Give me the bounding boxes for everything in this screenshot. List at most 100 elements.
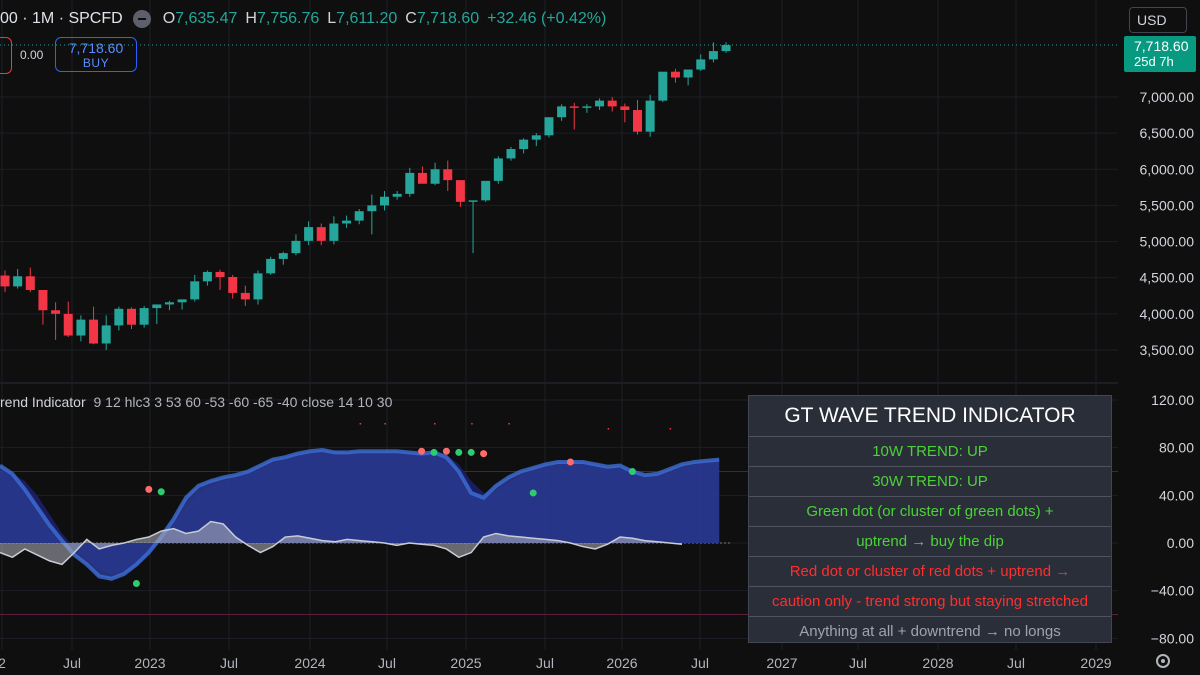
signal-dot-red[interactable] xyxy=(145,485,153,493)
candle-body xyxy=(696,59,706,70)
x-tick-label: Jul xyxy=(849,655,867,671)
candle-body xyxy=(228,276,238,293)
candle[interactable] xyxy=(278,251,288,265)
candle[interactable] xyxy=(190,274,200,302)
candle-body xyxy=(544,117,554,136)
candle[interactable] xyxy=(316,223,326,246)
candle[interactable] xyxy=(582,104,592,113)
candle[interactable] xyxy=(51,302,61,340)
open-value: 7,635.47 xyxy=(175,10,238,27)
buy-button[interactable]: 7,718.60 BUY xyxy=(55,37,137,72)
candle[interactable] xyxy=(392,190,402,200)
indicator-legend[interactable]: rend Indicator 9 12 hlc3 3 53 60 -53 -60… xyxy=(0,394,392,410)
settings-gear-icon[interactable] xyxy=(1156,654,1170,668)
signal-dot-green[interactable] xyxy=(132,580,140,588)
candle[interactable] xyxy=(506,146,516,161)
candle[interactable] xyxy=(380,190,389,211)
candle[interactable] xyxy=(76,315,86,342)
signal-dot-green[interactable] xyxy=(628,468,636,475)
signal-dot-red[interactable] xyxy=(480,450,488,458)
osc-y-tick-label: 40.00 xyxy=(1159,487,1194,503)
candle[interactable] xyxy=(721,42,731,53)
candle[interactable] xyxy=(430,162,440,186)
candle[interactable] xyxy=(228,274,238,299)
candle-body xyxy=(595,100,605,107)
candle[interactable] xyxy=(633,99,642,135)
candle[interactable] xyxy=(177,299,187,310)
signal-dot-red[interactable] xyxy=(566,458,574,466)
candle[interactable] xyxy=(139,305,149,328)
candle[interactable] xyxy=(38,290,48,325)
candle[interactable] xyxy=(405,167,415,197)
candle[interactable] xyxy=(670,68,680,83)
candle-body xyxy=(76,319,86,336)
symbol-title[interactable]: 00 · 1M · SPCFD xyxy=(0,10,123,27)
candle[interactable] xyxy=(595,98,605,111)
candle[interactable] xyxy=(25,267,35,293)
candle-body xyxy=(164,302,174,305)
high-value: 7,756.76 xyxy=(256,10,320,27)
candle-body xyxy=(506,149,516,159)
candle[interactable] xyxy=(481,180,491,202)
candle[interactable] xyxy=(152,304,162,324)
candle[interactable] xyxy=(114,306,124,331)
signal-dot-green[interactable] xyxy=(467,448,475,456)
candle[interactable] xyxy=(63,301,73,337)
candle[interactable] xyxy=(519,138,529,154)
candle[interactable] xyxy=(89,306,99,345)
low-label: L xyxy=(327,10,337,27)
candle[interactable] xyxy=(658,71,668,103)
bar-countdown: 25d 7h xyxy=(1134,54,1174,69)
candle[interactable] xyxy=(417,166,427,184)
sell-button[interactable] xyxy=(0,37,12,74)
candle[interactable] xyxy=(531,133,541,147)
candle[interactable] xyxy=(202,270,212,286)
y-tick-label: 5,000.00 xyxy=(1140,234,1195,250)
candle[interactable] xyxy=(544,117,554,138)
candle-body xyxy=(620,106,630,111)
candle[interactable] xyxy=(240,285,250,306)
signal-dot-red[interactable] xyxy=(418,447,426,455)
candle-body xyxy=(367,205,377,212)
candle[interactable] xyxy=(101,315,111,350)
signal-dot-green[interactable] xyxy=(430,448,438,456)
candle[interactable] xyxy=(329,216,339,245)
candle-body xyxy=(13,276,23,287)
candle[interactable] xyxy=(468,200,478,254)
momentum-area xyxy=(0,521,682,565)
candle[interactable] xyxy=(13,269,23,289)
candle[interactable] xyxy=(455,180,465,207)
candle[interactable] xyxy=(620,103,630,123)
candle-body xyxy=(721,45,731,52)
change-value: +32.46 (+0.42%) xyxy=(487,10,607,27)
candle[interactable] xyxy=(0,270,10,293)
y-tick-label: 4,000.00 xyxy=(1140,306,1195,322)
signal-dot-green[interactable] xyxy=(529,489,537,497)
candle[interactable] xyxy=(607,97,617,112)
hide-eye-icon[interactable] xyxy=(132,10,151,28)
candle[interactable] xyxy=(569,102,579,130)
candle[interactable] xyxy=(342,215,352,228)
candle[interactable] xyxy=(443,160,453,191)
candle[interactable] xyxy=(367,194,377,235)
signal-dot-red[interactable] xyxy=(442,447,450,455)
signal-dot-green[interactable] xyxy=(157,488,165,496)
candle[interactable] xyxy=(696,54,706,71)
candle[interactable] xyxy=(266,256,276,275)
candle[interactable] xyxy=(683,69,693,86)
candle[interactable] xyxy=(215,269,225,291)
candle[interactable] xyxy=(253,270,263,305)
candle[interactable] xyxy=(493,156,503,184)
candle[interactable] xyxy=(354,209,364,225)
candle-body xyxy=(25,276,35,291)
candle[interactable] xyxy=(164,300,174,311)
candle[interactable] xyxy=(304,221,314,246)
candle[interactable] xyxy=(645,94,655,137)
signal-dot-green[interactable] xyxy=(455,448,463,456)
candle[interactable] xyxy=(291,234,301,256)
candle[interactable] xyxy=(127,307,136,330)
currency-select[interactable]: USD xyxy=(1129,7,1187,33)
candle[interactable] xyxy=(557,104,567,121)
candle[interactable] xyxy=(708,42,718,63)
